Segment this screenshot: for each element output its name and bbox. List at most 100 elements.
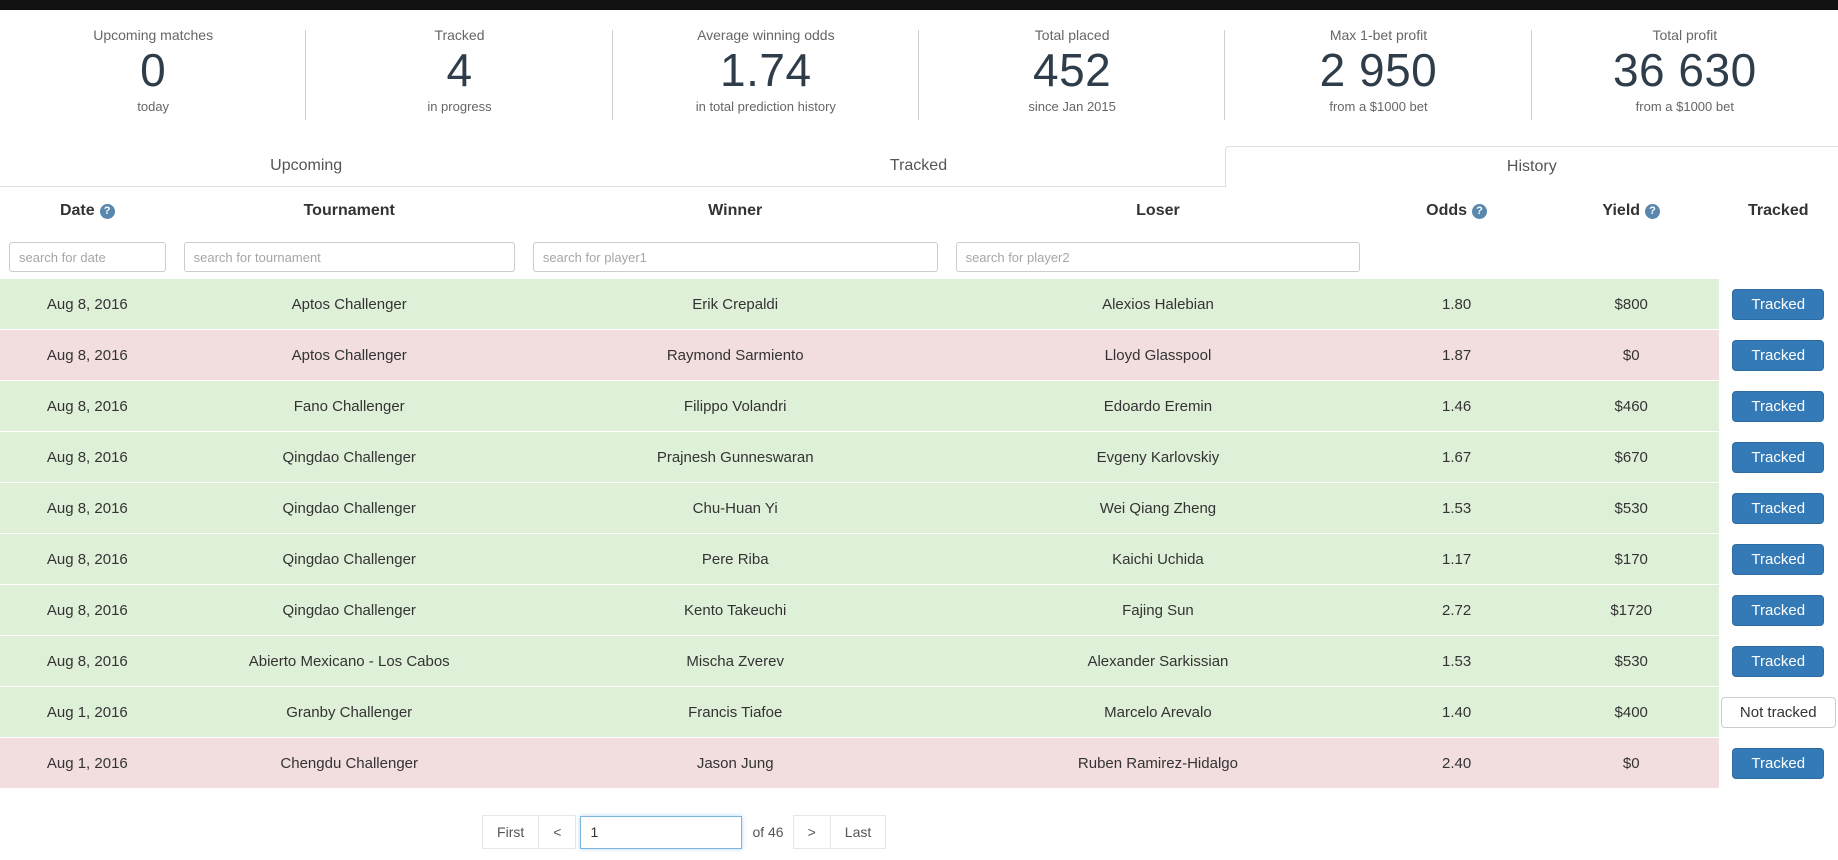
stat-label: Total placed bbox=[1034, 27, 1110, 43]
stat-sublabel: since Jan 2015 bbox=[1028, 98, 1116, 114]
stats-bar: Upcoming matches 0 today Tracked 4 in pr… bbox=[0, 10, 1838, 146]
pagination-next-button[interactable]: > bbox=[792, 815, 831, 849]
tracked-button[interactable]: Tracked bbox=[1732, 390, 1825, 422]
row-loser: Kaichi Uchida bbox=[1112, 550, 1204, 568]
column-header-tracked[interactable]: Tracked bbox=[1719, 202, 1838, 220]
row-loser: Ruben Ramirez-Hidalgo bbox=[1077, 754, 1238, 772]
row-yield: $670 bbox=[1614, 448, 1648, 466]
column-header-date-label: Date bbox=[59, 202, 95, 219]
table-row: Aug 8, 2016 Abierto Mexicano - Los Cabos… bbox=[0, 636, 1838, 687]
row-odds: 2.72 bbox=[1442, 601, 1472, 619]
column-header-winner[interactable]: Winner bbox=[524, 202, 947, 220]
table-row: Aug 1, 2016 Chengdu Challenger Jason Jun… bbox=[0, 738, 1838, 789]
row-yield: $530 bbox=[1614, 499, 1648, 517]
row-date: Aug 8, 2016 bbox=[46, 397, 128, 415]
tracked-button[interactable]: Tracked bbox=[1732, 339, 1825, 371]
tracked-button[interactable]: Tracked bbox=[1732, 441, 1825, 473]
odds-help-icon[interactable]: ? bbox=[1472, 203, 1488, 219]
column-header-tournament[interactable]: Tournament bbox=[175, 202, 524, 220]
column-header-loser-label: Loser bbox=[1136, 202, 1180, 219]
date-help-icon[interactable]: ? bbox=[99, 203, 115, 219]
row-odds: 1.46 bbox=[1442, 397, 1472, 415]
pagination-prev-button[interactable]: < bbox=[538, 815, 577, 849]
column-header-yield-label: Yield bbox=[1602, 202, 1641, 219]
row-yield: $400 bbox=[1614, 703, 1648, 721]
search-date-input[interactable] bbox=[9, 242, 166, 272]
tracked-button[interactable]: Tracked bbox=[1732, 645, 1825, 677]
pagination: First < of 46 > Last bbox=[0, 789, 1369, 849]
stat-card: Average winning odds 1.74 in total predi… bbox=[613, 10, 920, 146]
row-tournament: Qingdao Challenger bbox=[282, 601, 416, 619]
tracked-button[interactable]: Tracked bbox=[1732, 492, 1825, 524]
row-odds: 1.53 bbox=[1442, 499, 1472, 517]
stat-value: 2 950 bbox=[1319, 44, 1438, 96]
row-tournament: Granby Challenger bbox=[286, 703, 413, 721]
row-tracked-cell: Tracked bbox=[1718, 432, 1838, 482]
tab-label: Tracked bbox=[889, 157, 948, 174]
tracked-button[interactable]: Tracked bbox=[1732, 747, 1825, 779]
stat-card: Upcoming matches 0 today bbox=[0, 10, 307, 146]
row-odds: 1.40 bbox=[1442, 703, 1472, 721]
row-date: Aug 8, 2016 bbox=[46, 601, 128, 619]
row-tracked-cell: Tracked bbox=[1718, 483, 1838, 533]
column-header-tournament-label: Tournament bbox=[303, 202, 395, 219]
row-tracked-cell: Not tracked bbox=[1718, 687, 1838, 737]
column-header-odds[interactable]: Odds ? bbox=[1369, 202, 1544, 220]
row-odds: 2.40 bbox=[1442, 754, 1472, 772]
pagination-last-button[interactable]: Last bbox=[829, 815, 887, 849]
row-winner: Prajnesh Gunneswaran bbox=[656, 448, 814, 466]
column-header-date[interactable]: Date ? bbox=[0, 202, 175, 220]
row-loser: Lloyd Glasspool bbox=[1104, 346, 1212, 364]
row-tracked-cell: Tracked bbox=[1718, 636, 1838, 686]
row-date: Aug 8, 2016 bbox=[46, 499, 128, 517]
table-row: Aug 8, 2016 Qingdao Challenger Kento Tak… bbox=[0, 585, 1838, 636]
tab-history[interactable]: History bbox=[1224, 146, 1838, 187]
tracked-button[interactable]: Tracked bbox=[1732, 543, 1825, 575]
row-yield: $530 bbox=[1614, 652, 1648, 670]
row-date: Aug 8, 2016 bbox=[46, 550, 128, 568]
pagination-total-label: of 46 bbox=[752, 824, 784, 840]
tab-tracked[interactable]: Tracked bbox=[612, 146, 1225, 187]
tracked-button[interactable]: Not tracked bbox=[1720, 696, 1836, 728]
search-player1-input[interactable] bbox=[532, 242, 938, 272]
pagination-page-input[interactable] bbox=[580, 815, 743, 849]
search-tournament-input[interactable] bbox=[183, 242, 515, 272]
stat-sublabel: in total prediction history bbox=[695, 98, 836, 114]
yield-help-icon[interactable]: ? bbox=[1645, 203, 1661, 219]
row-loser: Alexander Sarkissian bbox=[1087, 652, 1229, 670]
row-tracked-cell: Tracked bbox=[1718, 381, 1838, 431]
row-tournament: Qingdao Challenger bbox=[282, 550, 416, 568]
column-header-loser[interactable]: Loser bbox=[947, 202, 1370, 220]
pagination-first-button[interactable]: First bbox=[482, 815, 540, 849]
row-winner: Pere Riba bbox=[701, 550, 769, 568]
tab-label: History bbox=[1506, 158, 1557, 175]
tab-upcoming[interactable]: Upcoming bbox=[0, 146, 613, 187]
row-tracked-cell: Tracked bbox=[1718, 279, 1838, 329]
tracked-button[interactable]: Tracked bbox=[1732, 288, 1825, 320]
row-tournament: Qingdao Challenger bbox=[282, 448, 416, 466]
row-tracked-cell: Tracked bbox=[1718, 738, 1838, 788]
search-row bbox=[0, 235, 1838, 279]
stat-label: Total profit bbox=[1652, 27, 1718, 43]
row-winner: Jason Jung bbox=[696, 754, 774, 772]
stat-label: Average winning odds bbox=[697, 27, 835, 43]
stat-value: 36 630 bbox=[1612, 44, 1757, 96]
column-header-odds-label: Odds bbox=[1426, 202, 1468, 219]
tracked-button[interactable]: Tracked bbox=[1732, 594, 1825, 626]
row-yield: $170 bbox=[1614, 550, 1648, 568]
column-header-tracked-label: Tracked bbox=[1748, 202, 1809, 219]
stat-sublabel: today bbox=[137, 98, 170, 114]
search-player2-input[interactable] bbox=[955, 242, 1361, 272]
row-loser: Marcelo Arevalo bbox=[1104, 703, 1212, 721]
row-date: Aug 8, 2016 bbox=[46, 295, 128, 313]
row-odds: 1.87 bbox=[1442, 346, 1472, 364]
row-odds: 1.80 bbox=[1442, 295, 1472, 313]
row-tournament: Aptos Challenger bbox=[291, 346, 407, 364]
row-yield: $1720 bbox=[1610, 601, 1653, 619]
row-tournament: Fano Challenger bbox=[293, 397, 405, 415]
column-header-yield[interactable]: Yield ? bbox=[1544, 202, 1719, 220]
row-tracked-cell: Tracked bbox=[1718, 330, 1838, 380]
row-yield: $800 bbox=[1614, 295, 1648, 313]
stat-value: 4 bbox=[446, 44, 473, 96]
row-loser: Edoardo Eremin bbox=[1103, 397, 1213, 415]
